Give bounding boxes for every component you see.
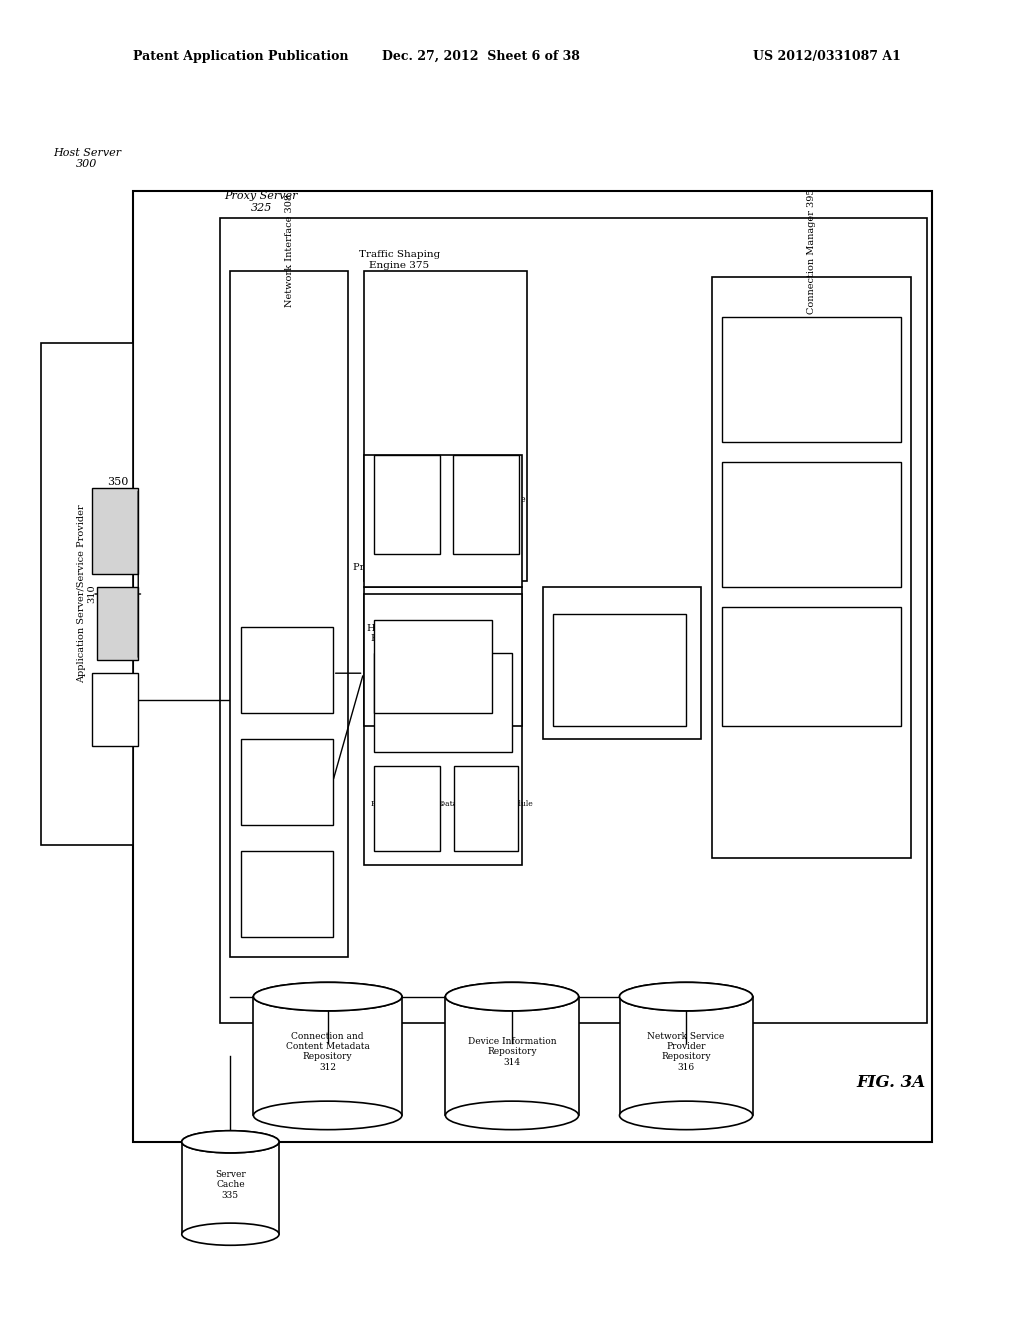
FancyBboxPatch shape — [364, 455, 522, 587]
Ellipse shape — [254, 982, 401, 1011]
Ellipse shape — [445, 982, 579, 1011]
Ellipse shape — [445, 982, 579, 1011]
Text: Connection and
Content Metadata
Repository
312: Connection and Content Metadata Reposito… — [286, 1032, 370, 1072]
FancyBboxPatch shape — [543, 587, 701, 739]
Text: Priority Awareness
Module 367: Priority Awareness Module 367 — [371, 800, 443, 817]
Text: Caching Policy
Manager 355: Caching Policy Manager 355 — [586, 638, 658, 656]
Text: Traffic Shaping
Engine 375: Traffic Shaping Engine 375 — [358, 251, 440, 269]
Ellipse shape — [445, 1101, 579, 1130]
Text: Network Interface 308: Network Interface 308 — [285, 194, 294, 308]
FancyBboxPatch shape — [254, 997, 401, 1115]
Ellipse shape — [182, 1131, 279, 1152]
FancyBboxPatch shape — [41, 343, 133, 845]
FancyBboxPatch shape — [722, 607, 901, 726]
Text: Data Invalidator Module
368: Data Invalidator Module 368 — [439, 800, 532, 817]
FancyBboxPatch shape — [133, 191, 932, 1142]
FancyBboxPatch shape — [241, 739, 333, 825]
Text: Application
Protocol
Module 356: Application Protocol Module 356 — [594, 656, 645, 684]
FancyBboxPatch shape — [241, 851, 333, 937]
Text: HTTP Access
Engine 345: HTTP Access Engine 345 — [367, 624, 432, 643]
FancyBboxPatch shape — [722, 317, 901, 442]
FancyBboxPatch shape — [374, 620, 492, 713]
Text: Network Service
Provider
Repository
316: Network Service Provider Repository 316 — [647, 1032, 725, 1072]
Text: US 2012/0331087 A1: US 2012/0331087 A1 — [754, 50, 901, 63]
Text: Device Information
Repository
314: Device Information Repository 314 — [468, 1036, 556, 1067]
Text: Activity/Behavior
Awareness Module 366: Activity/Behavior Awareness Module 366 — [393, 694, 493, 711]
Ellipse shape — [182, 1131, 279, 1152]
Text: WiFi I/F: WiFi I/F — [266, 777, 307, 787]
FancyBboxPatch shape — [445, 997, 579, 1115]
Text: Proxy Controller 365: Proxy Controller 365 — [352, 564, 457, 572]
Ellipse shape — [445, 982, 579, 1011]
FancyBboxPatch shape — [92, 673, 138, 746]
FancyBboxPatch shape — [454, 766, 518, 851]
FancyBboxPatch shape — [374, 653, 512, 752]
Text: Server
Cache
335: Server Cache 335 — [215, 1170, 246, 1200]
FancyBboxPatch shape — [182, 1142, 279, 1234]
Text: Connection Manager 395: Connection Manager 395 — [807, 187, 816, 314]
Ellipse shape — [620, 982, 753, 1011]
FancyBboxPatch shape — [230, 271, 348, 957]
Text: Batching Module
377: Batching Module 377 — [446, 495, 525, 515]
FancyBboxPatch shape — [722, 462, 901, 587]
Text: Control Protocol
376: Control Protocol 376 — [369, 495, 445, 515]
FancyBboxPatch shape — [364, 271, 527, 581]
Text: Proxy Server
325: Proxy Server 325 — [224, 191, 298, 213]
Ellipse shape — [620, 1101, 753, 1130]
Text: Internet/WiFi
Controller
397: Internet/WiFi Controller 397 — [780, 510, 843, 540]
FancyBboxPatch shape — [364, 587, 522, 865]
Text: Heartbeat
Manager
398: Heartbeat Manager 398 — [788, 364, 835, 395]
FancyBboxPatch shape — [374, 766, 440, 851]
Text: Dec. 27, 2012  Sheet 6 of 38: Dec. 27, 2012 Sheet 6 of 38 — [382, 50, 581, 63]
Text: FIG. 3A: FIG. 3A — [856, 1074, 926, 1090]
Ellipse shape — [254, 982, 401, 1011]
Text: Application Server/Service Provider
310: Application Server/Service Provider 310 — [78, 504, 96, 684]
FancyBboxPatch shape — [453, 455, 519, 554]
FancyBboxPatch shape — [553, 614, 686, 726]
FancyBboxPatch shape — [97, 587, 138, 660]
FancyBboxPatch shape — [620, 997, 753, 1115]
Ellipse shape — [182, 1131, 279, 1152]
Text: Host Server
300: Host Server 300 — [53, 148, 121, 169]
Text: 350: 350 — [108, 477, 128, 487]
Ellipse shape — [254, 982, 401, 1011]
Text: SMS I/F: SMS I/F — [266, 890, 307, 899]
Ellipse shape — [620, 982, 753, 1011]
FancyBboxPatch shape — [92, 488, 138, 574]
FancyBboxPatch shape — [364, 594, 522, 726]
FancyBboxPatch shape — [712, 277, 911, 858]
Text: Patent Application Publication: Patent Application Publication — [133, 50, 348, 63]
FancyBboxPatch shape — [374, 455, 440, 554]
Ellipse shape — [620, 982, 753, 1011]
Ellipse shape — [182, 1224, 279, 1245]
FancyBboxPatch shape — [241, 627, 333, 713]
FancyBboxPatch shape — [220, 218, 927, 1023]
Text: Cellular I/F: Cellular I/F — [258, 665, 315, 675]
Text: New Data
Detector 347: New Data Detector 347 — [402, 657, 463, 676]
Text: Radio
Controller
398: Radio Controller 398 — [787, 652, 836, 681]
Ellipse shape — [254, 1101, 401, 1130]
